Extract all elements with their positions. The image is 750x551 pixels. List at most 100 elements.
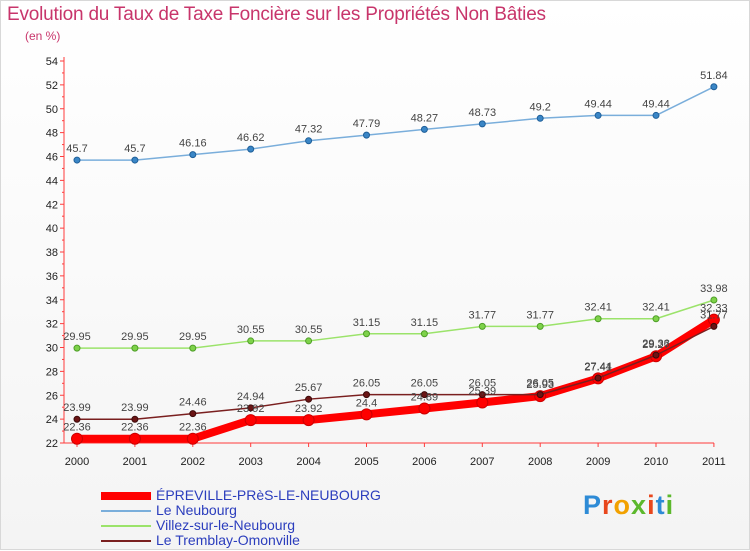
data-point-villez: [189, 344, 197, 352]
data-point-epreville: [418, 402, 431, 415]
data-label-le-neubourg: 47.32: [295, 124, 323, 136]
data-point-le-tremblay: [478, 391, 486, 399]
data-point-le-tremblay: [420, 391, 428, 399]
y-tick-label: 28: [46, 366, 58, 378]
x-tick-label: 2007: [470, 456, 494, 468]
logo-letter: x: [631, 490, 648, 520]
y-tick-label: 44: [46, 175, 58, 187]
data-label-epreville: 25.39: [469, 386, 497, 398]
data-label-epreville: 23.92: [237, 403, 265, 415]
data-label-villez: 32.41: [584, 302, 612, 314]
data-label-le-tremblay: 23.99: [63, 402, 91, 414]
data-label-villez: 29.95: [63, 331, 91, 343]
data-point-villez: [420, 330, 428, 338]
data-label-villez: 31.15: [353, 317, 381, 329]
series-line-le-neubourg: [77, 86, 715, 161]
proxiti-logo: Proxiti: [583, 490, 674, 521]
legend-label: Villez-sur-le-Neubourg: [156, 517, 296, 533]
data-point-le-neubourg: [652, 111, 660, 119]
data-label-epreville: 23.92: [295, 403, 323, 415]
legend-swatch: [101, 540, 151, 542]
y-tick-label: 30: [46, 343, 58, 355]
data-point-epreville: [71, 432, 83, 445]
data-label-epreville: 27.41: [584, 361, 612, 373]
data-point-epreville: [476, 396, 489, 409]
data-label-epreville: 22.36: [179, 422, 207, 434]
x-tick-label: 2001: [123, 456, 147, 468]
data-label-le-tremblay: 26.05: [526, 378, 554, 390]
data-point-epreville: [244, 414, 257, 427]
data-point-le-neubourg: [478, 120, 486, 128]
data-point-le-neubourg: [189, 151, 197, 159]
data-label-le-tremblay: 24.94: [237, 391, 265, 403]
y-tick-label: 40: [46, 223, 58, 235]
data-point-epreville: [186, 432, 199, 445]
data-point-villez: [363, 330, 370, 338]
data-point-le-neubourg: [536, 114, 544, 122]
data-point-le-tremblay: [652, 351, 660, 359]
logo-letter: o: [613, 490, 632, 520]
y-tick-label: 34: [46, 295, 58, 307]
data-point-le-tremblay: [247, 404, 255, 412]
series-line-le-tremblay: [77, 325, 715, 420]
data-point-villez: [131, 344, 139, 352]
data-point-epreville: [128, 432, 141, 445]
data-label-le-neubourg: 49.44: [584, 98, 612, 110]
data-point-le-neubourg: [420, 125, 428, 133]
y-tick-label: 26: [46, 390, 58, 402]
data-label-le-neubourg: 48.27: [411, 112, 439, 124]
data-label-villez: 32.41: [642, 302, 670, 314]
data-point-villez: [536, 322, 544, 330]
x-tick-label: 2011: [702, 456, 726, 468]
series-line-villez: [77, 299, 715, 349]
data-label-le-neubourg: 49.44: [642, 98, 670, 110]
data-point-le-tremblay: [305, 395, 313, 403]
data-label-le-neubourg: 51.84: [700, 70, 728, 82]
logo-letter: i: [665, 490, 675, 520]
data-label-le-tremblay: 23.99: [121, 402, 149, 414]
data-point-le-neubourg: [305, 137, 313, 145]
data-label-epreville: 22.36: [63, 422, 91, 434]
data-point-le-neubourg: [73, 156, 81, 164]
legend-swatch: [101, 510, 151, 512]
data-label-le-tremblay: 27.44: [584, 361, 612, 373]
x-tick-label: 2008: [528, 456, 552, 468]
data-label-epreville: 24.89: [411, 392, 439, 404]
data-point-le-tremblay: [73, 415, 81, 423]
y-tick-label: 50: [46, 104, 58, 116]
legend-label: Le Neubourg: [156, 502, 237, 518]
x-tick-label: 2004: [296, 456, 320, 468]
data-label-le-neubourg: 46.16: [179, 138, 207, 150]
data-point-le-tremblay: [131, 415, 139, 423]
y-tick-label: 42: [46, 199, 58, 211]
data-label-epreville: 25.93: [526, 379, 554, 391]
x-tick-label: 2009: [586, 456, 610, 468]
legend-swatch: [101, 492, 151, 500]
data-label-villez: 31.77: [469, 309, 497, 321]
data-label-villez: 30.55: [237, 324, 265, 336]
data-point-le-neubourg: [710, 83, 718, 91]
data-label-le-tremblay: 24.46: [179, 397, 207, 409]
chart-title: Evolution du Taux de Taxe Foncière sur l…: [7, 4, 546, 25]
data-point-le-neubourg: [594, 111, 602, 119]
data-label-epreville: 24.4: [356, 397, 377, 409]
data-label-le-neubourg: 48.73: [469, 107, 497, 119]
data-point-le-tremblay: [189, 410, 197, 418]
data-point-le-tremblay: [363, 391, 370, 399]
data-label-villez: 29.95: [179, 331, 207, 343]
data-point-epreville: [302, 414, 315, 427]
data-label-le-neubourg: 49.2: [529, 101, 550, 113]
legend-swatch: [101, 525, 151, 527]
data-point-le-tremblay: [710, 322, 718, 330]
data-point-villez: [478, 322, 486, 330]
data-point-epreville: [360, 408, 373, 421]
y-tick-label: 46: [46, 152, 58, 164]
legend-label: ÉPREVILLE-PRèS-LE-NEUBOURG: [156, 487, 381, 503]
x-tick-label: 2000: [65, 456, 89, 468]
x-tick-label: 2003: [238, 456, 262, 468]
data-label-le-neubourg: 45.7: [124, 143, 145, 155]
data-point-villez: [305, 337, 313, 345]
x-tick-label: 2006: [412, 456, 436, 468]
